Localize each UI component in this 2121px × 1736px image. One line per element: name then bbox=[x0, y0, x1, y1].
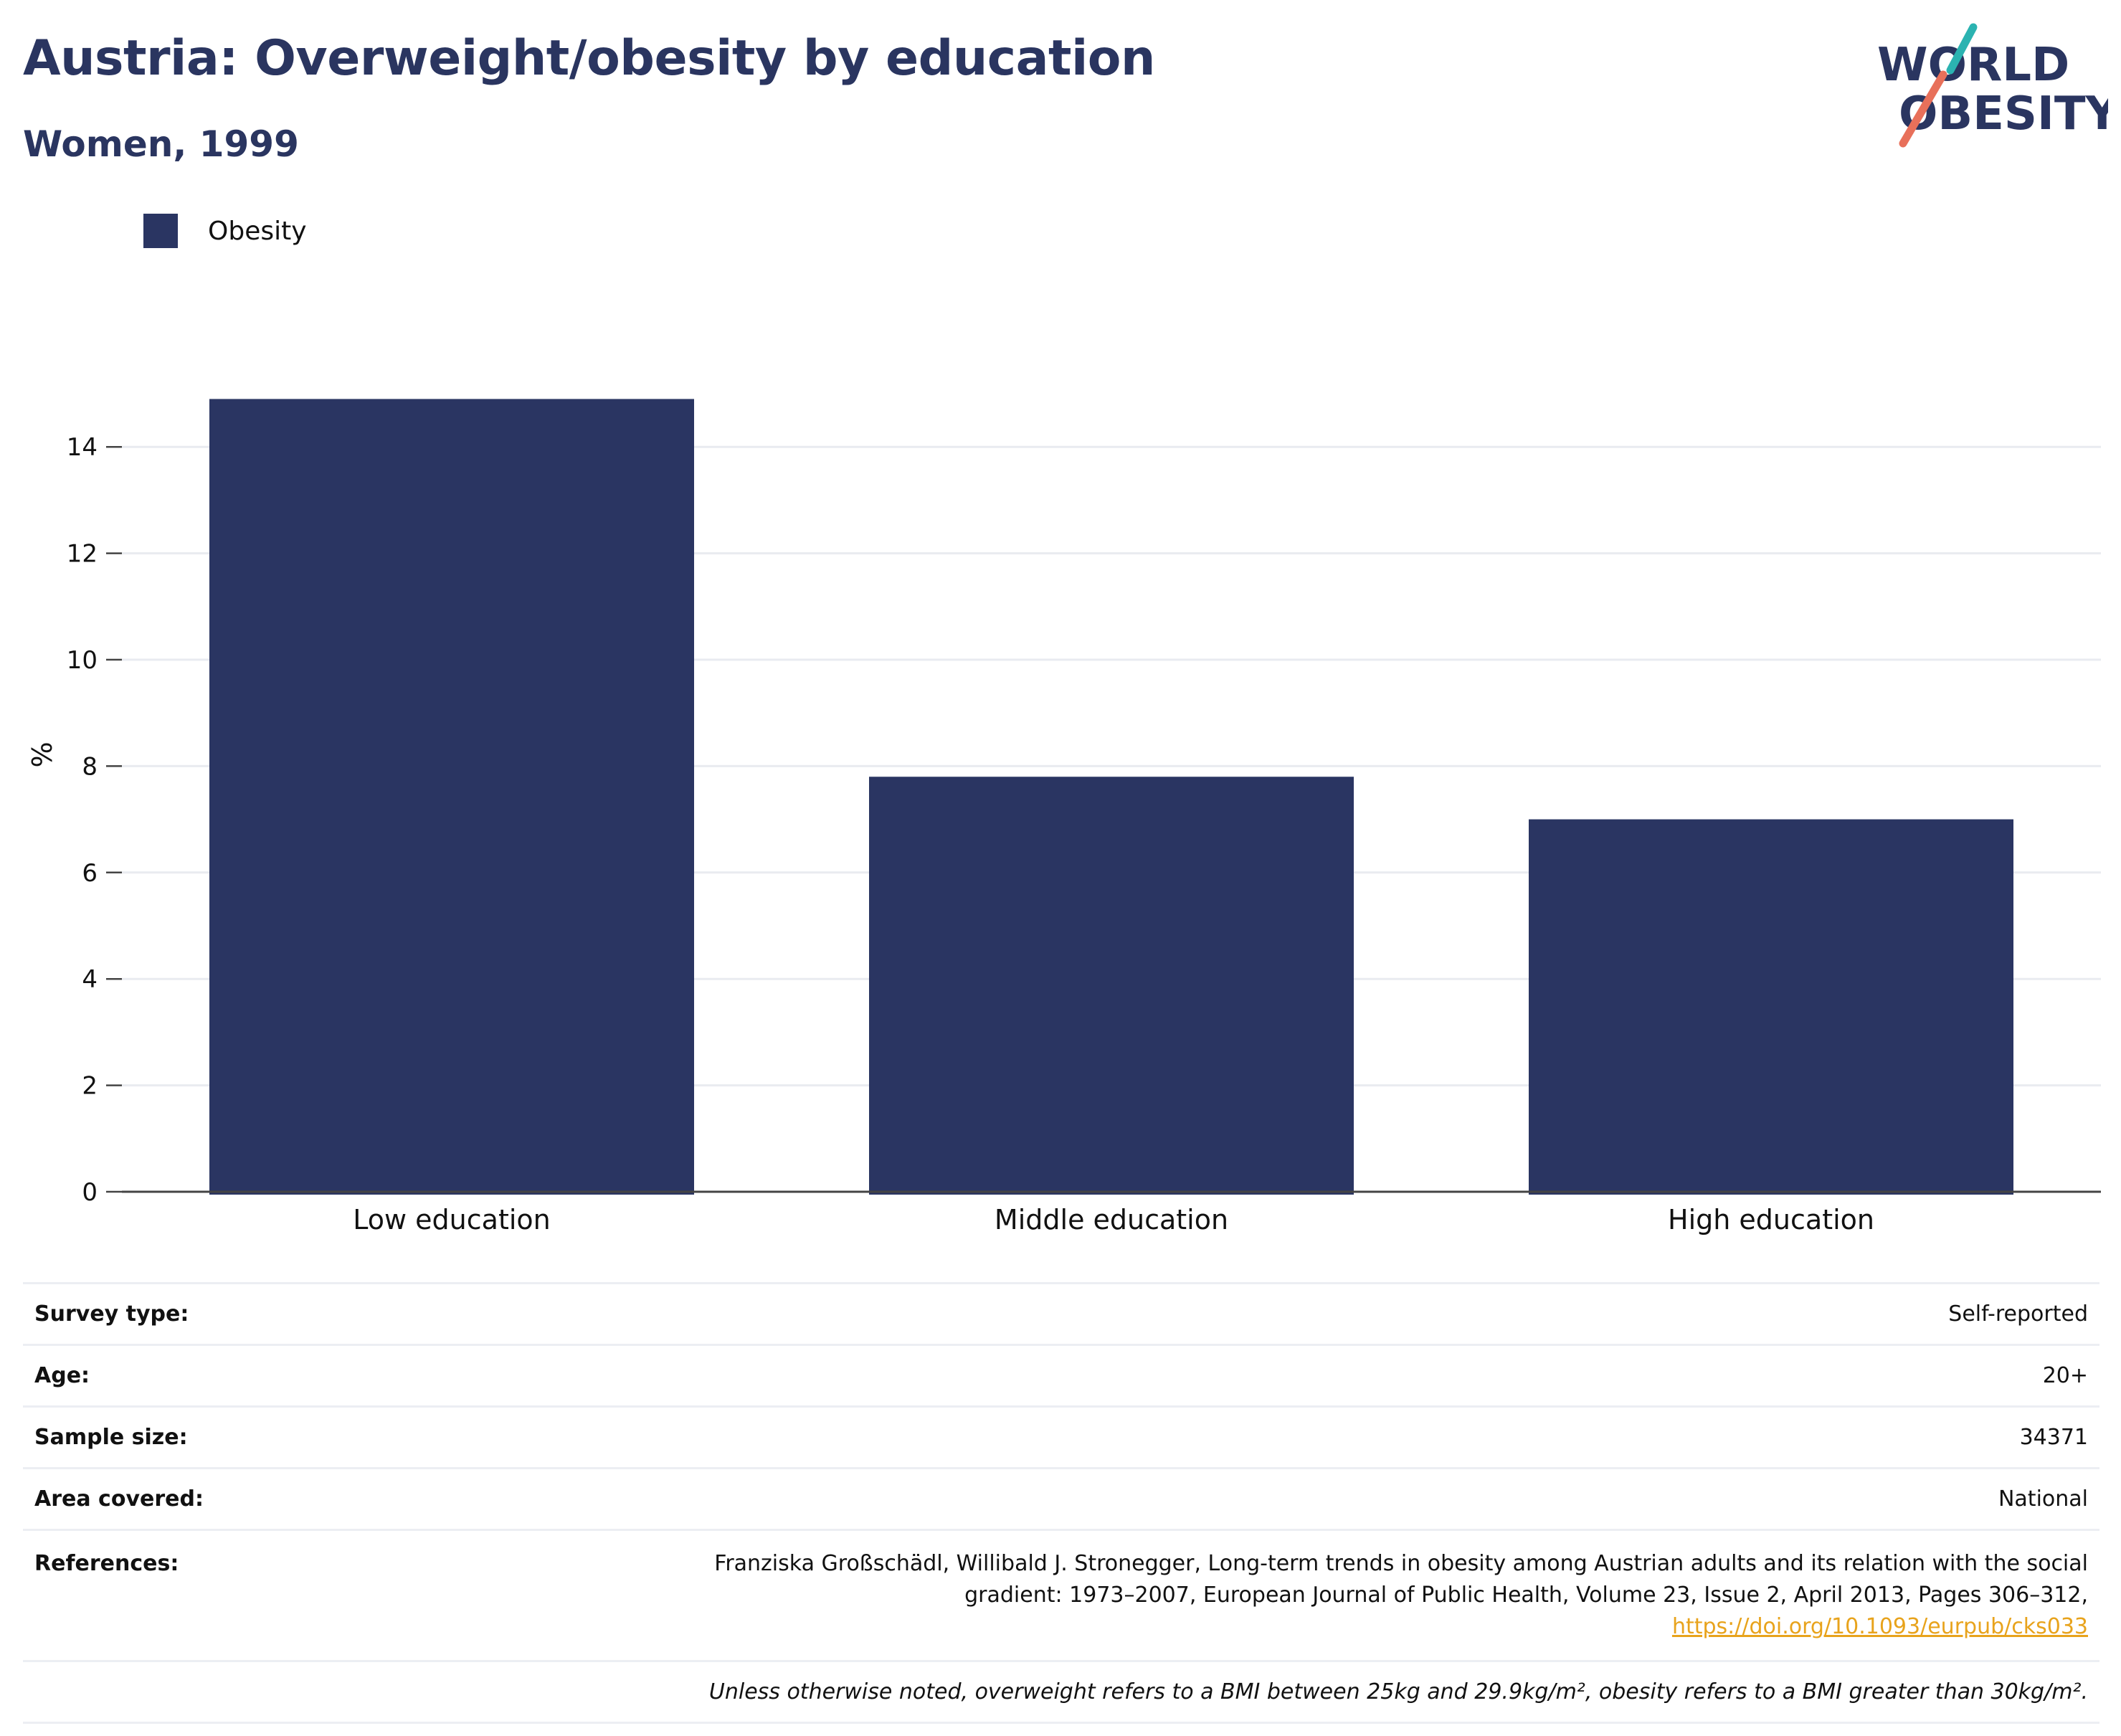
bar-high-education bbox=[1529, 819, 2013, 1195]
y-tick-label-6: 6 bbox=[82, 859, 98, 888]
info-row-area: Area covered: National bbox=[23, 1467, 2099, 1530]
x-tick-label-high-education: High education bbox=[1668, 1204, 1874, 1235]
info-row-note: Unless otherwise noted, overweight refer… bbox=[23, 1660, 2099, 1724]
bmi-definition-note: Unless otherwise noted, overweight refer… bbox=[23, 1660, 2099, 1724]
survey-info-table: Survey type: Self-reported Age: 20+ Samp… bbox=[23, 1282, 2099, 1724]
references-line-2: gradient: 1973–2007, European Journal of… bbox=[964, 1583, 2088, 1608]
references-doi-link[interactable]: https://doi.org/10.1093/eurpub/cks033 bbox=[1671, 1614, 2088, 1639]
y-tick-label-10: 10 bbox=[67, 646, 98, 675]
x-tick-label-low-education: Low education bbox=[353, 1204, 550, 1235]
sample-size-label: Sample size: bbox=[23, 1405, 548, 1469]
references-line-1: Franziska Großschädl, Willibald J. Stron… bbox=[714, 1551, 2088, 1576]
logo-text-world: WORLD bbox=[1877, 39, 2069, 92]
chart-subtitle: Women, 1999 bbox=[23, 123, 299, 165]
y-tick-label-8: 8 bbox=[82, 752, 98, 781]
age-value: 20+ bbox=[548, 1344, 2099, 1407]
info-row-references: References: Franziska Großschädl, Willib… bbox=[23, 1529, 2099, 1661]
area-value: National bbox=[548, 1467, 2099, 1530]
x-tick-label-middle-education: Middle education bbox=[995, 1204, 1228, 1235]
legend: Obesity bbox=[143, 214, 307, 248]
survey-type-label: Survey type: bbox=[23, 1282, 548, 1345]
logo-slash-teal bbox=[1946, 23, 1978, 75]
y-tick-label-2: 2 bbox=[82, 1072, 98, 1101]
y-tick-label-4: 4 bbox=[82, 965, 98, 994]
survey-type-value: Self-reported bbox=[548, 1282, 2099, 1345]
age-label: Age: bbox=[23, 1344, 548, 1407]
y-tick-label-14: 14 bbox=[67, 433, 98, 462]
legend-label-obesity: Obesity bbox=[208, 216, 307, 246]
sample-size-value: 34371 bbox=[548, 1405, 2099, 1469]
y-tick-label-12: 12 bbox=[67, 540, 98, 569]
references-value: Franziska Großschädl, Willibald J. Stron… bbox=[548, 1529, 2099, 1661]
info-row-sample-size: Sample size: 34371 bbox=[23, 1405, 2099, 1469]
bar-low-education bbox=[209, 399, 694, 1195]
chart-title: Austria: Overweight/obesity by education bbox=[23, 30, 1155, 87]
area-label: Area covered: bbox=[23, 1467, 548, 1530]
y-tick-label-0: 0 bbox=[82, 1178, 98, 1207]
y-axis-title: % bbox=[27, 741, 58, 767]
references-label: References: bbox=[23, 1529, 548, 1661]
world-obesity-logo: WORLD OBESITY bbox=[1877, 23, 2108, 148]
bar-chart: 0 2 4 6 8 10 12 14% Low education Middle educatio… bbox=[27, 399, 2101, 1235]
bar-middle-education bbox=[869, 777, 1354, 1195]
logo-slash-coral bbox=[1899, 70, 1947, 148]
info-row-age: Age: 20+ bbox=[23, 1344, 2099, 1407]
legend-swatch-obesity bbox=[143, 214, 178, 248]
info-row-survey-type: Survey type: Self-reported bbox=[23, 1282, 2099, 1345]
